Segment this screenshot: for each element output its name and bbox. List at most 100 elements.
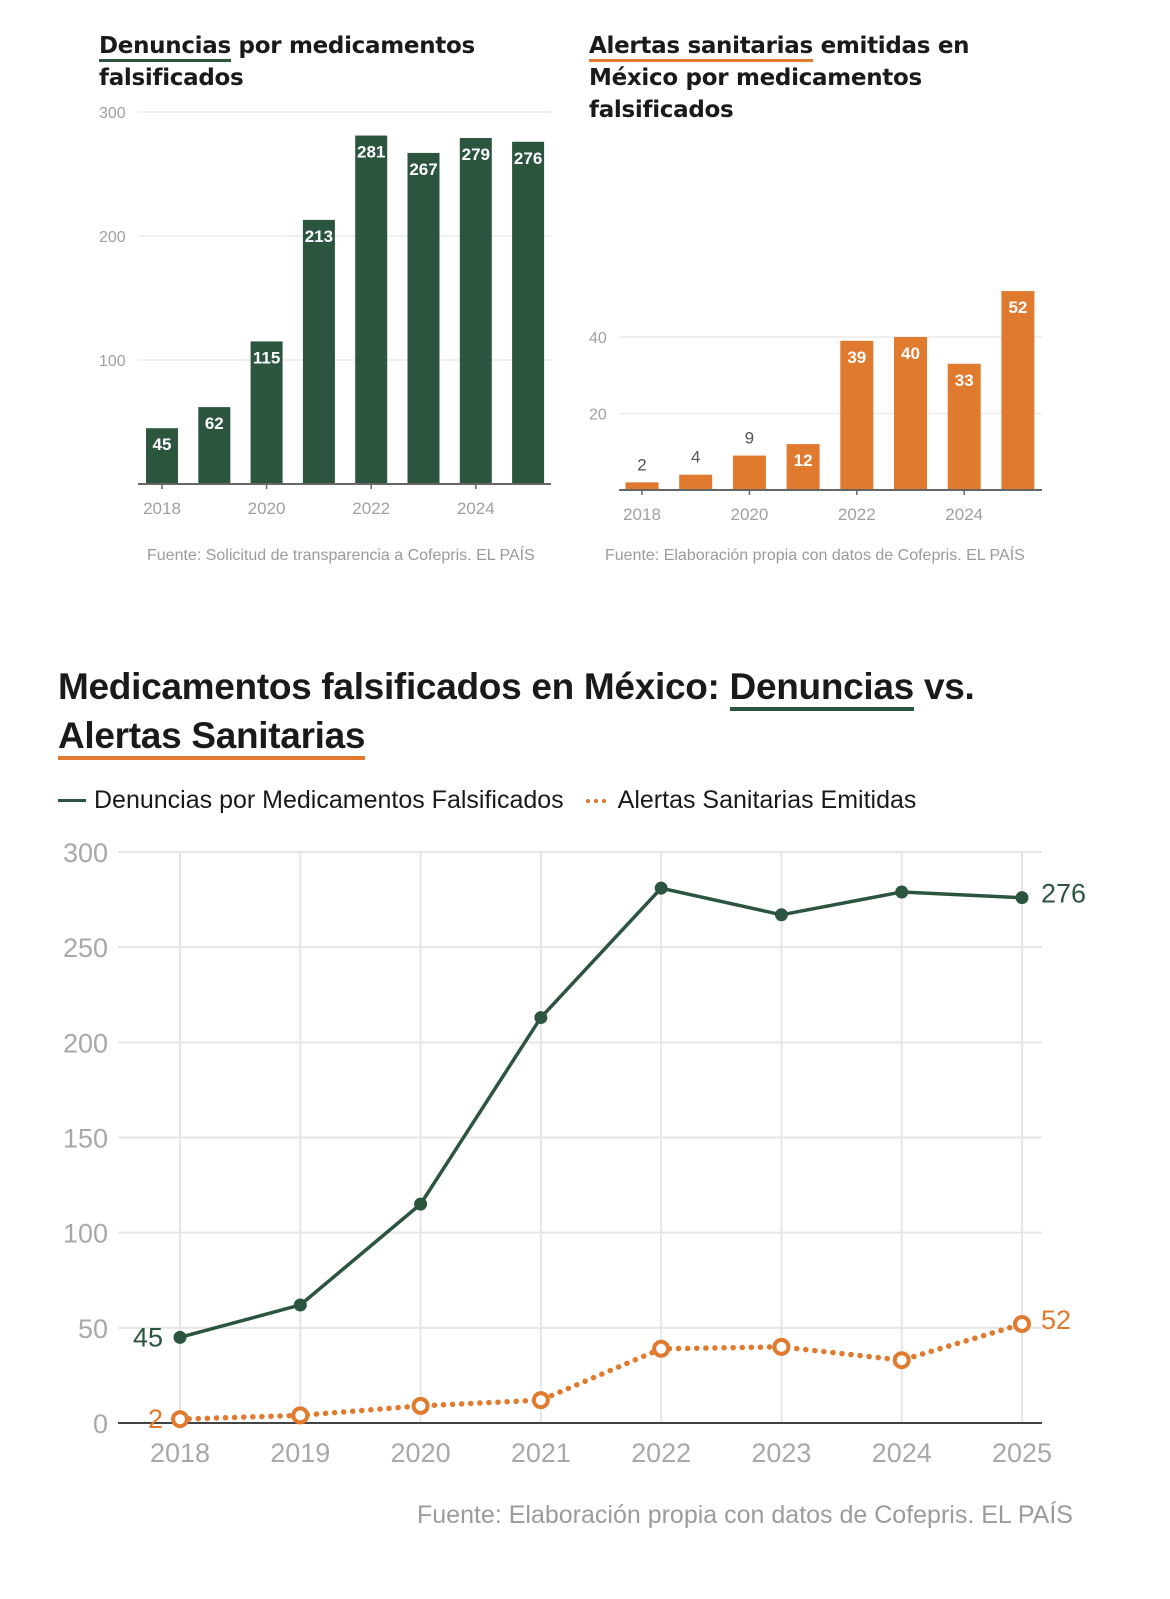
alertas-point — [171, 1410, 189, 1429]
alertas-point — [652, 1339, 671, 1358]
legend-swatch-dotted — [583, 798, 610, 803]
start-value-label: 2 — [148, 1404, 163, 1434]
x-tick-label: 2018 — [623, 505, 661, 524]
alertas-line — [177, 1321, 1025, 1422]
x-tick-label: 2024 — [945, 505, 983, 524]
alertas-chart-title: Alertas sanitarias emitidas en México po… — [589, 30, 989, 126]
denuncias-point — [895, 885, 909, 899]
x-tick-label: 2020 — [391, 1438, 451, 1468]
data-label: 276 — [514, 149, 542, 168]
data-label: 4 — [691, 448, 700, 467]
x-tick-label: 2021 — [511, 1438, 571, 1468]
alertas-point — [892, 1351, 911, 1370]
denuncias-point — [654, 881, 668, 895]
x-tick-label: 2022 — [838, 505, 876, 524]
legend-swatch-solid — [58, 799, 86, 802]
start-value-label: 45 — [133, 1322, 163, 1352]
y-tick-label: 100 — [63, 1219, 108, 1249]
legend-item-alertas: Alertas Sanitarias Emitidas — [583, 786, 917, 815]
data-label: 281 — [357, 143, 385, 162]
bar — [355, 135, 388, 484]
bar — [1001, 291, 1035, 490]
legend-item-denuncias: Denuncias por Medicamentos Falsificados — [58, 786, 564, 815]
denuncias-title-rest: por medicamentos falsificados — [99, 33, 475, 91]
x-tick-label: 2024 — [872, 1438, 932, 1468]
bar — [250, 341, 283, 484]
data-label: 52 — [1008, 298, 1027, 317]
bar — [302, 219, 335, 484]
y-tick-label: 20 — [589, 407, 607, 424]
denuncias-point — [173, 1330, 187, 1344]
x-tick-label: 2020 — [248, 499, 286, 518]
end-value-label: 276 — [1041, 879, 1086, 909]
y-tick-label: 50 — [78, 1314, 108, 1344]
comparison-title-vs: vs. — [913, 666, 975, 707]
legend-label-alertas: Alertas Sanitarias Emitidas — [617, 786, 917, 814]
denuncias-point — [1015, 891, 1029, 905]
y-tick-label: 250 — [63, 933, 108, 963]
data-label: 279 — [462, 145, 490, 164]
x-tick-label: 2022 — [631, 1438, 691, 1468]
comparison-source: Fuente: Elaboración propia con datos de … — [417, 1501, 1073, 1529]
data-label: 12 — [794, 451, 813, 470]
data-label: 33 — [955, 371, 974, 390]
y-tick-label: 0 — [93, 1409, 108, 1439]
bar — [625, 482, 659, 490]
x-tick-label: 2018 — [143, 499, 181, 518]
denuncias-point — [534, 1011, 548, 1025]
alertas-source: Fuente: Elaboración propia con datos de … — [605, 547, 1025, 564]
x-tick-label: 2018 — [150, 1438, 210, 1468]
x-tick-label: 2022 — [352, 499, 390, 518]
denuncias-source: Fuente: Solicitud de transparencia a Cof… — [147, 547, 535, 564]
alertas-point — [291, 1406, 310, 1425]
comparison-title-part1: Medicamentos falsificados en México: — [58, 666, 730, 707]
data-label: 9 — [745, 429, 754, 448]
data-label: 62 — [205, 414, 224, 433]
bar — [732, 455, 766, 490]
end-value-label: 52 — [1041, 1305, 1071, 1335]
data-label: 267 — [409, 160, 437, 179]
comparison-chart-title: Medicamentos falsificados en México: Den… — [58, 662, 1118, 760]
x-tick-label: 2025 — [992, 1438, 1052, 1468]
denuncias-point — [774, 908, 788, 922]
y-tick-label: 100 — [99, 353, 126, 370]
y-tick-label: 200 — [99, 229, 126, 246]
y-tick-label: 300 — [63, 838, 108, 868]
denuncias-line — [178, 886, 1024, 1340]
y-tick-label: 150 — [63, 1124, 108, 1154]
data-label: 2 — [637, 455, 646, 474]
y-tick-label: 200 — [63, 1028, 108, 1058]
x-tick-label: 2024 — [457, 499, 495, 518]
bar — [459, 138, 492, 485]
data-label: 39 — [847, 348, 866, 367]
alertas-point — [772, 1337, 791, 1356]
alertas-point — [411, 1396, 430, 1415]
data-label: 213 — [305, 227, 333, 246]
comparison-legend: Denuncias por Medicamentos Falsificados … — [58, 786, 936, 815]
alertas-point — [1013, 1315, 1031, 1334]
bar — [840, 340, 874, 490]
data-label: 40 — [901, 344, 920, 363]
data-label: 45 — [153, 435, 172, 454]
x-tick-label: 2019 — [270, 1438, 330, 1468]
denuncias-title-highlight: Denuncias — [99, 33, 231, 62]
bar — [512, 141, 545, 484]
y-tick-label: 40 — [589, 330, 607, 347]
denuncias-point — [414, 1197, 428, 1211]
x-tick-label: 2020 — [730, 505, 768, 524]
alertas-point — [531, 1391, 550, 1410]
bar — [947, 363, 981, 490]
data-label: 115 — [253, 348, 280, 367]
comparison-title-denuncias: Denuncias — [729, 666, 914, 711]
alertas-title-highlight: Alertas sanitarias — [589, 33, 813, 62]
alertas-title-rest: emitidas en México por medicamentos fals… — [589, 33, 970, 123]
bar — [407, 152, 440, 485]
y-tick-label: 300 — [99, 105, 126, 122]
bar — [198, 407, 231, 484]
denuncias-point — [293, 1298, 307, 1312]
x-tick-label: 2023 — [751, 1438, 811, 1468]
bar — [894, 337, 927, 490]
bar — [679, 474, 713, 490]
